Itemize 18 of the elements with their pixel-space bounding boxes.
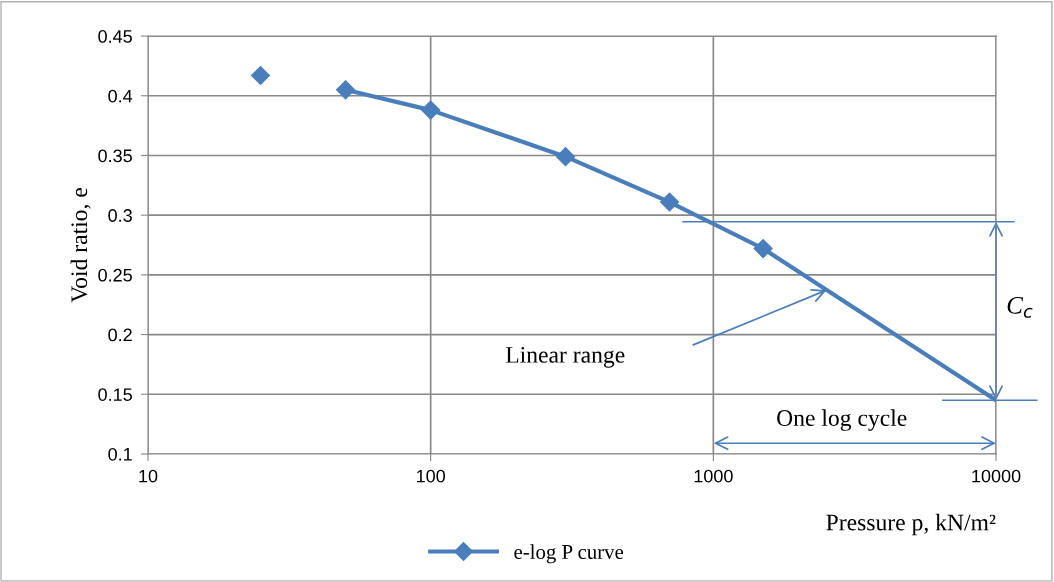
y-tick-label: 0.1 [108,447,132,461]
y-tick-label: 0.4 [108,89,133,103]
x-axis-title: Pressure p, kN/m² [826,513,996,536]
y-tick-label: 0.25 [98,268,132,282]
x-tick-label: 1000 [694,469,733,483]
y-axis-title: Void ratio, e [70,188,91,303]
text: C$_{c}$ [1007,296,1033,318]
y-tick-label: 0.3 [108,209,132,222]
x-tick-label: 10 [139,469,158,483]
y-tick-label: 0.2 [108,328,132,342]
y-tick-label: 0.15 [98,388,132,401]
x-tick-label: 100 [416,469,446,483]
annotation: One log cycle [777,409,907,431]
x-tick-label: 10000 [972,469,1021,483]
y-tick-label: 0.35 [98,149,132,163]
legend-label: e-log P curve [514,544,624,564]
annotation: Linear range [505,346,625,368]
y-tick-label: 0.45 [98,30,132,43]
